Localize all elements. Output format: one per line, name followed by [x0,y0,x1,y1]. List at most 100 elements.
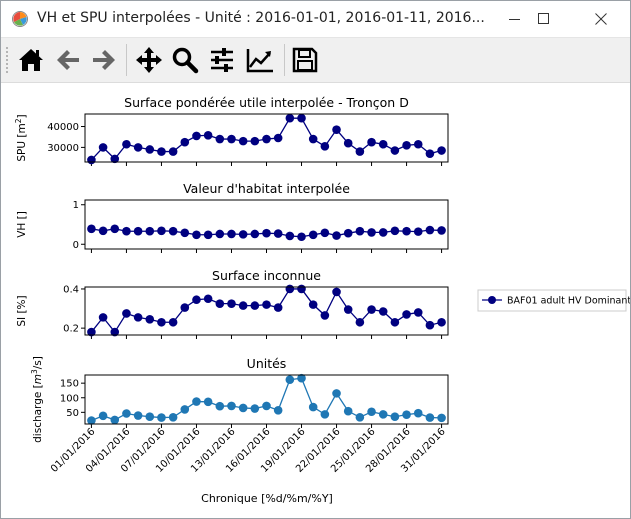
y-tick-label: 0.2 [63,324,79,335]
data-point [297,373,306,383]
data-point [355,147,365,156]
data-point [168,226,178,236]
move-icon [136,47,162,73]
data-point [402,226,411,236]
window-title: VH et SPU interpolées - Unité : 2016-01-… [37,10,485,26]
data-point [250,301,260,310]
data-point [203,230,213,240]
data-point [122,226,131,236]
data-point [133,226,143,236]
subplots-button[interactable] [206,44,238,76]
pan-button[interactable] [133,44,165,76]
data-point [437,226,446,235]
close-icon [595,13,607,25]
data-point [425,225,435,235]
data-point [413,139,423,149]
floppy-disk-icon [292,47,318,73]
data-point [145,226,155,236]
data-point [367,305,376,314]
data-point [168,147,178,156]
search-icon [172,47,199,74]
data-point [250,136,260,146]
data-point [180,303,190,312]
y-tick-label: 1 [73,200,79,211]
subplot-2: Valeur d'habitat interpolée 0 1 VH [] [16,181,449,253]
legend-marker [488,296,496,304]
toolbar-grip[interactable] [5,46,9,74]
data-point [192,397,201,406]
data-point [110,224,120,234]
data-point [157,226,166,236]
home-button[interactable] [15,44,47,76]
data-point [367,137,376,147]
data-point [87,327,96,337]
subplot-title: Valeur d'habitat interpolée [183,181,350,196]
data-point [308,300,318,309]
data-point [180,228,190,238]
data-point [98,143,108,152]
data-point [437,146,446,155]
data-point [87,224,96,234]
data-point [367,407,376,417]
minimize-button[interactable] [492,1,538,37]
edit-curves-button[interactable] [244,44,276,76]
data-point [273,229,283,238]
data-point [133,313,143,322]
data-point [98,226,108,236]
data-point [180,405,190,414]
data-point [203,397,213,407]
data-point [238,403,248,413]
data-point [180,137,190,147]
data-point [390,412,400,422]
forward-button[interactable] [88,44,120,76]
data-point [122,309,131,318]
zoom-button[interactable] [169,44,201,76]
chart-line-icon [246,49,273,73]
data-point [320,228,330,238]
data-point [320,410,330,419]
data-point [262,401,271,411]
y-tick-label: 0 [73,240,79,251]
data-point [320,142,330,151]
title-bar[interactable]: VH et SPU interpolées - Unité : 2016-01-… [1,1,630,37]
data-point [145,145,155,154]
data-point [297,284,306,294]
data-point [343,138,353,148]
axes-frame [84,286,449,336]
home-icon [19,49,43,71]
data-point [98,313,108,322]
subplot-title: Surface inconnue [212,268,321,283]
series-line [90,288,442,334]
toolbar-separator [126,44,127,76]
back-button[interactable] [52,44,84,76]
save-button[interactable] [289,44,321,76]
data-point [308,134,318,144]
data-point [133,411,143,420]
maximize-button[interactable] [521,1,567,37]
data-point [215,134,225,144]
data-point [238,301,248,310]
data-point [203,294,213,304]
data-point [238,136,248,146]
data-point [192,230,201,240]
data-point [262,228,271,238]
data-point [402,310,411,319]
data-point [308,230,318,240]
data-point [262,134,271,144]
data-point [227,299,236,308]
data-point [343,406,353,416]
data-point [285,375,295,384]
data-point [110,154,120,164]
axes-frame [84,113,449,163]
data-point [320,311,330,320]
data-point [227,134,236,144]
app-logo-icon [12,11,28,27]
data-point [332,125,341,134]
data-point [332,231,341,240]
data-point [378,410,388,419]
close-button[interactable] [578,1,624,37]
data-point [157,317,166,327]
subplot-1: Surface pondérée utile interpolée - Tron… [14,95,449,166]
data-point [250,404,260,413]
